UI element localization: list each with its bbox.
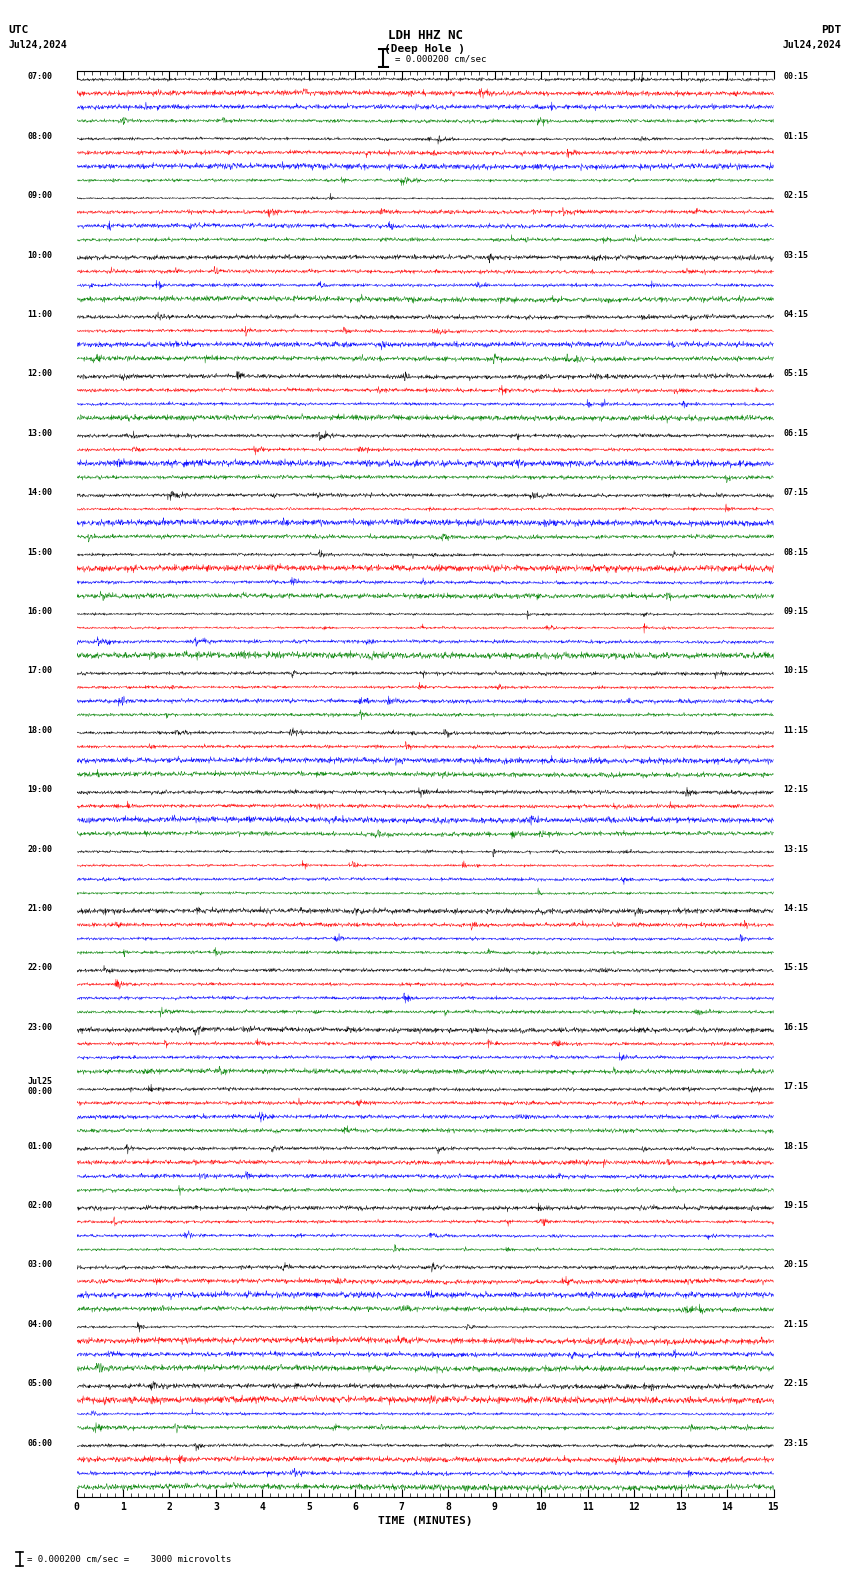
Text: 04:00: 04:00 — [27, 1319, 53, 1329]
Text: (Deep Hole ): (Deep Hole ) — [384, 44, 466, 54]
Text: 18:00: 18:00 — [27, 725, 53, 735]
Text: = 0.000200 cm/sec: = 0.000200 cm/sec — [395, 54, 486, 63]
Text: 14:00: 14:00 — [27, 488, 53, 497]
Text: 05:00: 05:00 — [27, 1380, 53, 1388]
Text: 07:00: 07:00 — [27, 73, 53, 81]
Text: = 0.000200 cm/sec =    3000 microvolts: = 0.000200 cm/sec = 3000 microvolts — [27, 1554, 231, 1563]
Text: 10:15: 10:15 — [784, 667, 808, 675]
Text: 17:00: 17:00 — [27, 667, 53, 675]
Text: Jul24,2024: Jul24,2024 — [8, 40, 67, 49]
Text: 12:00: 12:00 — [27, 369, 53, 379]
Text: 23:00: 23:00 — [27, 1023, 53, 1031]
X-axis label: TIME (MINUTES): TIME (MINUTES) — [377, 1516, 473, 1525]
Text: 18:15: 18:15 — [784, 1142, 808, 1150]
Text: 19:00: 19:00 — [27, 786, 53, 794]
Text: 03:00: 03:00 — [27, 1261, 53, 1269]
Text: 02:00: 02:00 — [27, 1201, 53, 1210]
Text: 13:15: 13:15 — [784, 844, 808, 854]
Text: 03:15: 03:15 — [784, 250, 808, 260]
Text: 12:15: 12:15 — [784, 786, 808, 794]
Text: 23:15: 23:15 — [784, 1438, 808, 1448]
Text: 00:15: 00:15 — [784, 73, 808, 81]
Text: 21:00: 21:00 — [27, 904, 53, 912]
Text: 09:15: 09:15 — [784, 607, 808, 616]
Text: 07:15: 07:15 — [784, 488, 808, 497]
Text: 21:15: 21:15 — [784, 1319, 808, 1329]
Text: 22:15: 22:15 — [784, 1380, 808, 1388]
Text: 15:00: 15:00 — [27, 548, 53, 556]
Text: 19:15: 19:15 — [784, 1201, 808, 1210]
Text: 09:00: 09:00 — [27, 192, 53, 200]
Text: 20:00: 20:00 — [27, 844, 53, 854]
Text: 08:15: 08:15 — [784, 548, 808, 556]
Text: PDT: PDT — [821, 25, 842, 35]
Text: 15:15: 15:15 — [784, 963, 808, 973]
Text: 02:15: 02:15 — [784, 192, 808, 200]
Text: 10:00: 10:00 — [27, 250, 53, 260]
Text: 08:00: 08:00 — [27, 131, 53, 141]
Text: 13:00: 13:00 — [27, 429, 53, 437]
Text: 01:15: 01:15 — [784, 131, 808, 141]
Text: 11:15: 11:15 — [784, 725, 808, 735]
Text: 14:15: 14:15 — [784, 904, 808, 912]
Text: LDH HHZ NC: LDH HHZ NC — [388, 29, 462, 41]
Text: 06:15: 06:15 — [784, 429, 808, 437]
Text: 06:00: 06:00 — [27, 1438, 53, 1448]
Text: 16:15: 16:15 — [784, 1023, 808, 1031]
Text: Jul24,2024: Jul24,2024 — [783, 40, 842, 49]
Text: 22:00: 22:00 — [27, 963, 53, 973]
Text: 05:15: 05:15 — [784, 369, 808, 379]
Text: 20:15: 20:15 — [784, 1261, 808, 1269]
Text: 11:00: 11:00 — [27, 310, 53, 318]
Text: Jul25
00:00: Jul25 00:00 — [27, 1077, 53, 1096]
Text: UTC: UTC — [8, 25, 29, 35]
Text: 16:00: 16:00 — [27, 607, 53, 616]
Text: 17:15: 17:15 — [784, 1082, 808, 1091]
Text: 01:00: 01:00 — [27, 1142, 53, 1150]
Text: 04:15: 04:15 — [784, 310, 808, 318]
